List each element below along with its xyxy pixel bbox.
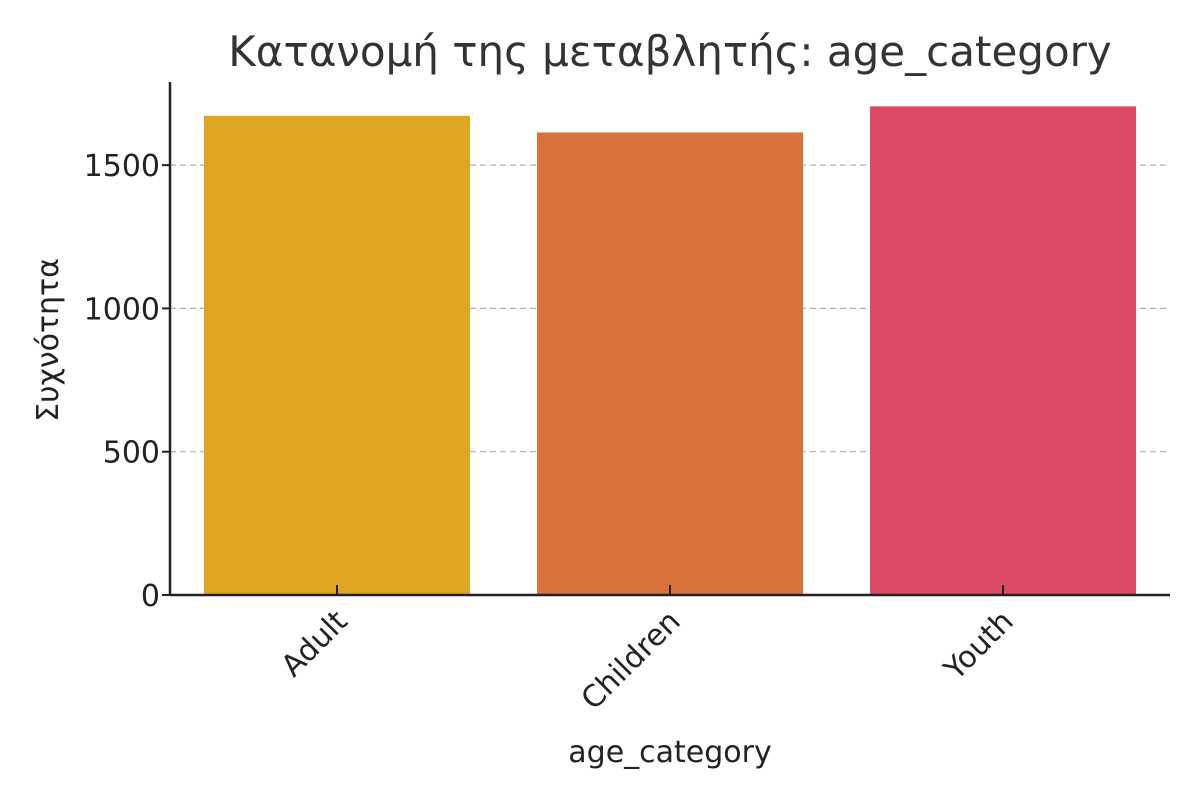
y-tick-label: 0 (141, 579, 160, 614)
bar-children (537, 132, 803, 595)
bars (204, 106, 1136, 596)
y-tick-label: 1500 (84, 149, 160, 184)
x-ticks: Adult Children Youth (275, 585, 1021, 717)
bar-youth (870, 106, 1136, 595)
x-tick-label: Youth (937, 604, 1021, 688)
x-tick-label: Adult (275, 604, 355, 684)
chart-title: Κατανομή της μεταβλητής: age_category (228, 27, 1112, 76)
x-axis-label: age_category (568, 735, 771, 770)
y-ticks: 0 500 1000 1500 (84, 149, 170, 614)
bar-adult (204, 115, 470, 596)
y-tick-label: 1000 (84, 292, 160, 327)
x-tick-label: Children (575, 604, 688, 717)
y-tick-label: 500 (103, 436, 160, 471)
y-axis-label: Συχνότητα (31, 258, 66, 422)
